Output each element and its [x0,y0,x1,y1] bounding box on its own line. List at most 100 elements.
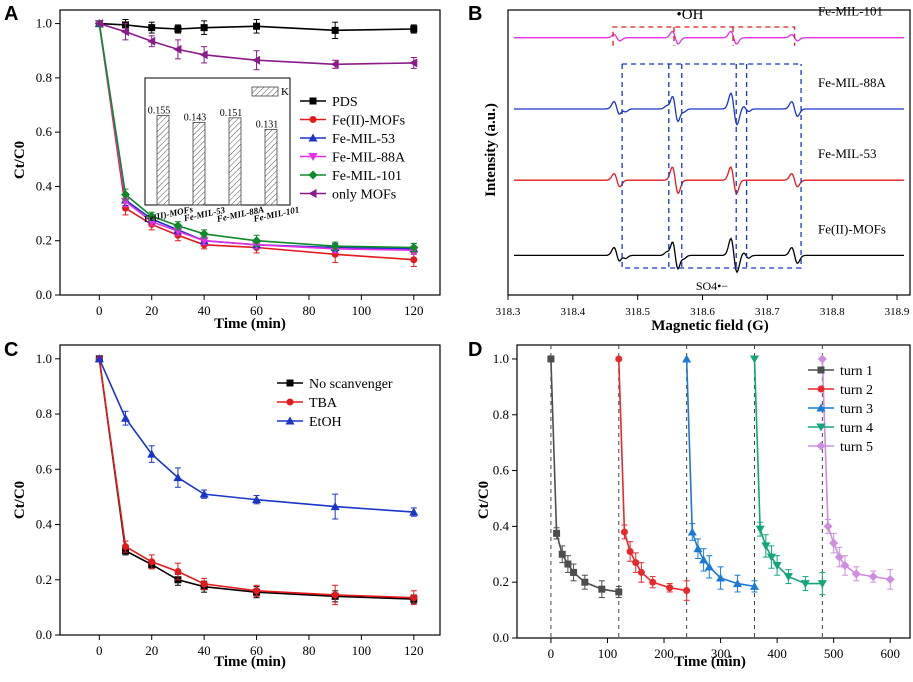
panel-a-only-mofs-point [94,19,103,29]
panel-a-legend-marker [308,189,317,198]
panel-d-turn-1-point [598,585,606,593]
panel-a-fe-mil-88a-line [98,23,414,252]
panel-d-xtick-label: 0 [548,646,555,661]
panel-c-etoh-point [121,413,131,422]
panel-a-pds-point [174,25,182,33]
panel-a-fe-mil-88a-point [199,237,209,246]
panel-a-legend-label: Fe-MIL-101 [332,169,402,184]
panel-a-fe-mil-101-point [173,221,183,231]
panel-c-ytick-label: 0.4 [36,517,53,532]
panel-d-legend-marker [816,441,826,451]
panel-d-legend-label: turn 2 [840,383,873,398]
panel-a-legend-label: Fe-MIL-88A [332,151,406,166]
panel-a-xtick-label: 0 [96,303,103,318]
panel-a-ytick-label: 0.2 [36,233,52,248]
panel-d-turn-4-point [755,525,765,534]
panel-d-turn-3-point [733,579,743,588]
panel-d-turn-2-point [637,568,645,576]
panel-b-xtick-label: 318.5 [625,306,650,318]
panel-a-inset-value-label: 0.143 [184,112,207,123]
panel-d-turn-2-point [620,528,628,536]
panel-a-inset-value-label: 0.131 [256,119,279,130]
panel-a-fe-mil-101-point [147,211,157,221]
panel-c-tba-point [174,567,182,575]
panel-a-ylabel: Ct/C0 [12,141,28,179]
panel-a-fe-mil-101-point [121,190,131,200]
panel-c-ytick-label: 0.0 [36,627,52,642]
panel-d-turn-3-line [685,358,755,588]
panel-c-tba-point [148,558,156,566]
panel-c-xtick-label: 80 [302,643,315,658]
panel-d-legend-marker [816,403,826,412]
panel-a-only-mofs-point [121,27,130,37]
panel-d-xtick-label: 500 [824,646,844,661]
panel-c-no-scanvenger-line [98,358,414,600]
panel-a-ytick-label: 0.4 [36,178,53,193]
panel-d-turn-1-point [570,568,578,576]
panel-a-legend-marker [309,116,317,123]
panel-b-spectrum-fe-mil-101 [514,30,904,45]
panel-d-turn-1-point [558,550,566,558]
panel-d-legend-label: turn 1 [840,364,873,379]
panel-letter-b: B [468,3,482,25]
panel-b-frame [507,9,911,296]
panel-a-pds-point [148,24,156,32]
panel-b-ylabel: Intensity (a.u.) [483,103,499,197]
panel-a-pds-line [99,22,414,32]
panel-a-fe-mil-101-line [98,23,414,249]
panel-d-turn-3-point [699,555,709,564]
panel-a-pds-point [331,26,339,34]
panel-b-series-label: Fe-MIL-53 [818,146,877,161]
panel-a-legend-label: Fe-MIL-53 [332,132,395,147]
panel-c-etoh-point [147,449,157,458]
panel-a-legend-marker [308,153,318,161]
panel-d-turn-1-point [615,588,623,596]
panel-a-legend-label: Fe(II)-MOFs [332,114,405,129]
panel-d-turn-4-point [772,561,782,570]
panel-a: 0 20 40 60 80 100 120 0.0 0.2 0.4 0.6 0.8 1.0 PDS Fe(I… [36,9,441,318]
panel-a-ytick-label: 0.0 [36,287,52,302]
panel-d-turn-4-point [766,553,776,562]
panel-a-ytick-label: 1.0 [36,16,52,31]
panel-d-turn-5-point [868,572,878,582]
panel-d-turn-1-point [564,560,572,568]
panel-c-ytick-label: 0.6 [36,461,53,476]
panel-d-turn-4-point [817,580,827,589]
panel-a-xtick-label: 40 [198,303,211,318]
panel-a-legend-marker [308,133,318,142]
panel-d: 0 100 200 300 400 500 600 0.0 0.2 0.4 0.6 0.8 1.0 tur… [493,344,911,661]
panel-d-turn-3-point [704,562,714,571]
panel-a-inset-value-label: 0.155 [148,106,171,117]
panel-c-xtick-label: 120 [404,643,424,658]
panel-d-turn-4-point [783,573,793,582]
panel-c-legend-marker [286,379,294,387]
panel-a-xtick-label: 100 [352,303,372,318]
panel-d-legend-marker [817,385,825,393]
panel-b-series-label: Fe(II)-MOFs [818,221,886,236]
panel-d-turn-2-point [615,355,623,363]
panel-a-only-mofs-point [252,55,261,65]
panel-a-legend-label: PDS [332,95,358,110]
panel-b-xlabel: Magnetic field (G) [651,318,768,334]
panel-c-legend-label: TBA [309,396,338,411]
panel-d-xtick-label: 300 [711,646,731,661]
panel-a-only-mofs-point [173,44,182,54]
panel-d-turn-4-point [749,355,759,364]
panel-a-only-mofs-point [199,50,208,60]
panel-d-turn-2-point [632,559,640,567]
panel-a-legend-marker [308,170,318,180]
panel-c-ylabel: Ct/C0 [12,481,28,519]
panel-d-turn-4-point [761,542,771,551]
panel-a-xlabel: Time (min) [214,316,286,332]
panel-c-etoh-point [252,495,262,504]
panel-d-frame [516,344,911,639]
panel-a-pds-point [200,24,208,32]
panel-c-xtick-label: 40 [198,643,211,658]
panel-c-legend-marker [285,416,295,425]
panel-c-tba-point [122,543,130,551]
panel-letter-c: C [4,339,18,361]
panel-d-legend-label: turn 5 [840,440,873,455]
panel-d-ylabel: Ct/C0 [476,481,492,519]
panel-d-turn-5-point [840,560,850,570]
